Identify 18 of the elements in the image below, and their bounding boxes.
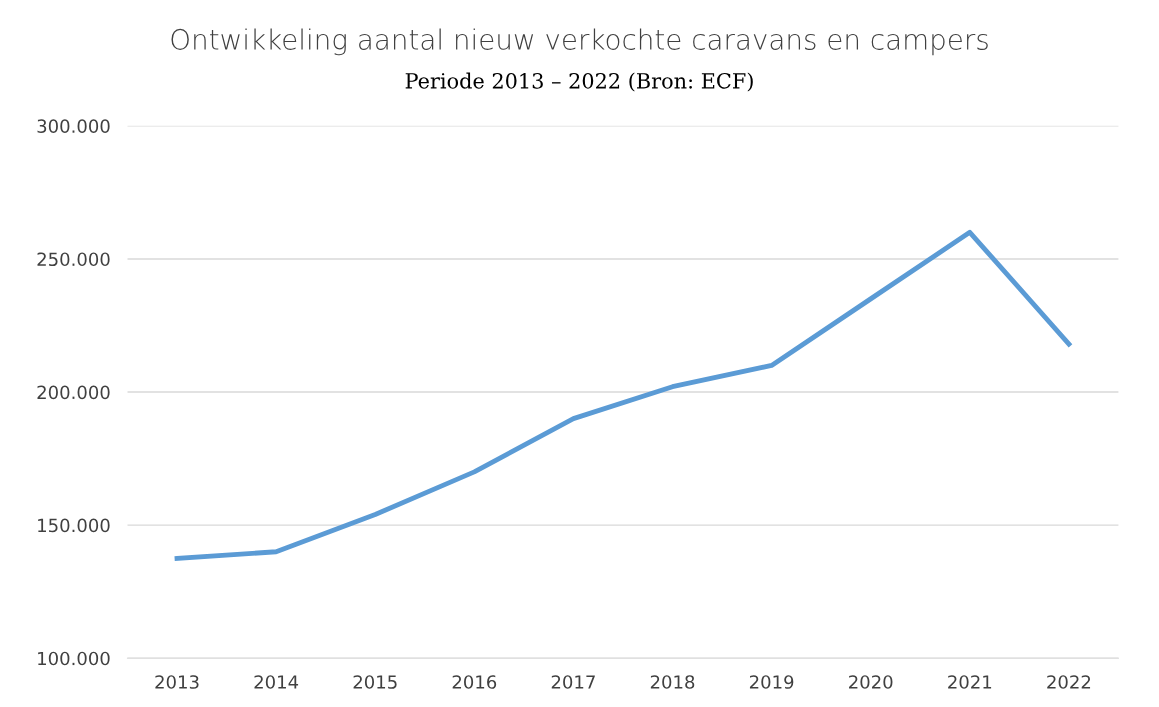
y-tick-label: 200.000: [37, 385, 110, 400]
x-tick-label: 2021: [948, 675, 992, 689]
x-tick-label: 2020: [849, 675, 893, 689]
x-tick-label: 2015: [353, 675, 397, 689]
x-tick-label: 2016: [452, 675, 497, 689]
x-tick-label: 2013: [155, 675, 199, 689]
chart-subtitle: Periode 2013 – 2022 (Bron: ECF): [405, 72, 753, 92]
x-tick-label: 2014: [254, 675, 299, 689]
y-tick-label: 300.000: [37, 119, 110, 133]
x-tick-label: 2022: [1047, 675, 1091, 689]
x-tick-label: 2017: [551, 675, 595, 689]
line-series: [174, 229, 1072, 561]
x-tick-label: 2018: [650, 675, 695, 689]
y-tick-label: 250.000: [37, 252, 110, 267]
y-tick-label: 150.000: [38, 518, 110, 533]
chart-title: Ontwikkeling aantal nieuw verkochte caravans en campers: [171, 28, 988, 56]
y-tick-label: 100.000: [38, 651, 110, 666]
x-tick-label: 2019: [749, 675, 794, 689]
